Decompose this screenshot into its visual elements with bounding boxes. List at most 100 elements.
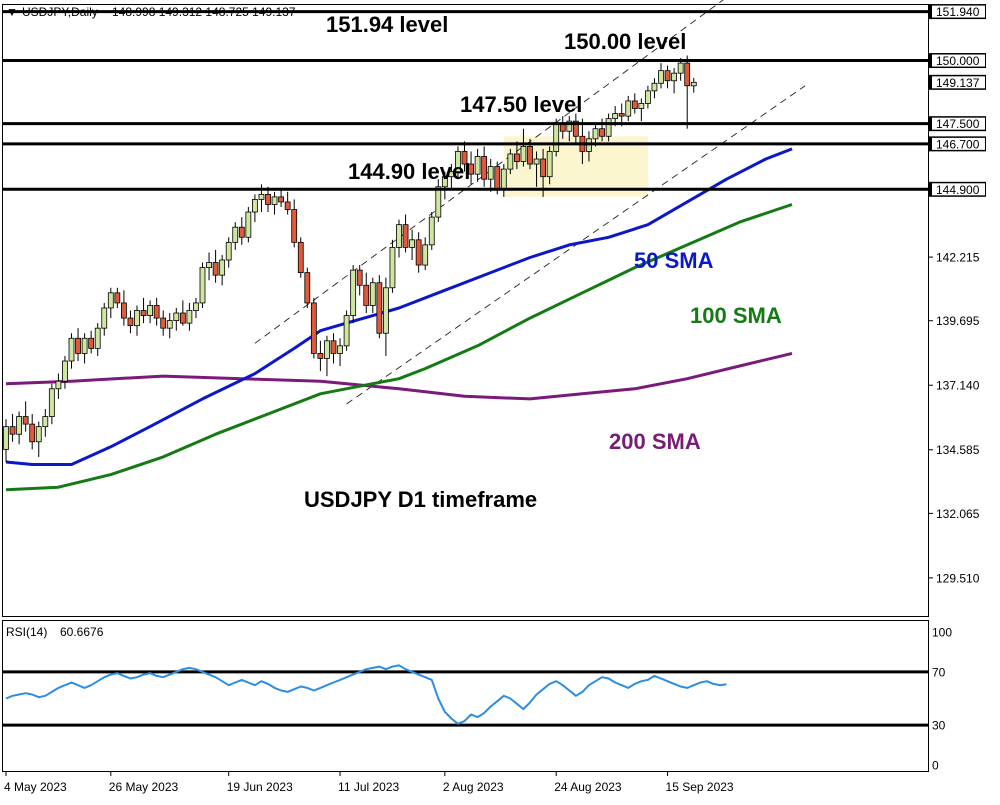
candle-2: [16, 411, 23, 445]
candle-67: [441, 171, 448, 200]
candle-12: [81, 333, 88, 364]
level-label-144-90: 144.90 level: [348, 159, 470, 184]
candle-0: [3, 419, 9, 462]
candle-15: [101, 302, 108, 336]
candle-body-up: [337, 345, 343, 354]
candle-17: [114, 287, 121, 308]
candle-30: [199, 262, 206, 308]
candle-body-up: [225, 241, 232, 261]
candle-body-up: [186, 310, 193, 324]
candle-body-down: [494, 166, 501, 190]
candle-37: [245, 206, 252, 243]
candle-body-down: [121, 302, 127, 319]
candle-27: [179, 300, 186, 326]
candle-body-up: [396, 224, 402, 248]
candle-61: [402, 214, 409, 253]
candle-body-down: [599, 128, 605, 137]
price-axis-tick-147-500-bg: [932, 117, 985, 130]
candle-body-up: [625, 100, 632, 117]
candle-32: [212, 249, 219, 283]
candle-body-up: [16, 416, 23, 435]
candle-41: [271, 191, 278, 215]
candle-body-down: [317, 353, 324, 359]
candle-101: [664, 65, 671, 89]
candle-50: [330, 333, 337, 364]
candle-56: [369, 277, 376, 314]
candle-body-up: [193, 302, 199, 311]
candle-62: [409, 229, 416, 261]
candle-body-down: [618, 113, 625, 117]
candle-body-up: [422, 244, 429, 266]
candle-body-down: [631, 100, 638, 109]
price-axis-tick-149-137: 149.137: [936, 76, 980, 90]
candle-68: [448, 164, 455, 190]
candle-92: [605, 113, 612, 142]
price-axis-tick-147-500: 147.500: [936, 117, 980, 131]
candle-body-down: [664, 70, 671, 82]
candle-body-up: [435, 186, 442, 218]
candle-body-down: [468, 163, 474, 175]
price-axis-tick-144-900-bg: [932, 183, 985, 196]
candle-body-up: [651, 82, 658, 92]
candle-43: [284, 191, 291, 215]
candle-87: [572, 113, 579, 144]
candle-23: [153, 297, 160, 326]
time-axis-tick-4: 2 Aug 2023: [443, 780, 504, 794]
candle-body-up: [546, 151, 553, 178]
candle-36: [238, 217, 245, 245]
candle-body-up: [199, 267, 206, 304]
candle-body-down: [284, 201, 291, 210]
candle-body-down: [540, 158, 546, 178]
candle-66: [435, 179, 442, 223]
rsi-axis-tick-100: 100: [932, 626, 952, 640]
candle-58: [382, 277, 389, 356]
candle-65: [428, 212, 435, 250]
candle-35: [232, 222, 239, 250]
candle-38: [251, 194, 258, 223]
candle-body-up: [107, 292, 114, 309]
chart-header-triangle[interactable]: ▼: [6, 5, 18, 19]
candle-body-up: [474, 156, 481, 175]
candle-57: [376, 275, 383, 339]
candle-55: [363, 272, 370, 314]
candle-49: [324, 335, 330, 377]
candle-body-up: [206, 262, 212, 268]
candle-64: [422, 237, 429, 271]
candle-body-down: [238, 226, 245, 238]
candle-20: [134, 305, 140, 336]
time-axis-tick-5: 24 Aug 2023: [554, 780, 622, 794]
candle-31: [206, 252, 212, 281]
candle-48: [317, 340, 324, 372]
candle-51: [337, 338, 343, 367]
candle-104: [684, 55, 691, 129]
candle-body-up: [271, 196, 278, 205]
candle-33: [219, 254, 226, 286]
candle-98: [645, 85, 651, 109]
candle-body-up: [677, 62, 684, 74]
candle-body-up: [605, 118, 612, 137]
candle-body-down: [684, 62, 691, 87]
level-label-151-94: 151.94 level: [326, 12, 448, 37]
candle-102: [671, 68, 677, 94]
candle-body-down: [278, 196, 285, 203]
candle-body-up: [48, 388, 55, 417]
candle-body-down: [140, 310, 147, 316]
candle-body-up: [166, 320, 173, 329]
rsi-axis-tick-70: 70: [932, 665, 946, 679]
candle-46: [304, 267, 311, 308]
candle-5: [35, 421, 42, 457]
candle-body-down: [291, 209, 298, 243]
sma200-label: 200 SMA: [609, 429, 701, 454]
price-axis-tick-149-137-bg: [932, 76, 985, 89]
price-axis-tick-144-900: 144.900: [936, 183, 980, 197]
candle-71: [468, 151, 474, 185]
candle-28: [186, 302, 193, 331]
price-axis-tick-151-940: 151.940: [936, 5, 980, 19]
price-axis-tick-150-000: 150.000: [936, 54, 980, 68]
candle-body-up: [258, 193, 265, 200]
sma50-line: [5, 147, 793, 466]
price-axis-tick-132-065: 132.065: [936, 507, 980, 521]
candle-body-up: [134, 310, 140, 327]
candle-body-up: [62, 360, 68, 382]
price-axis-tick-146-700-bg: [932, 137, 985, 150]
